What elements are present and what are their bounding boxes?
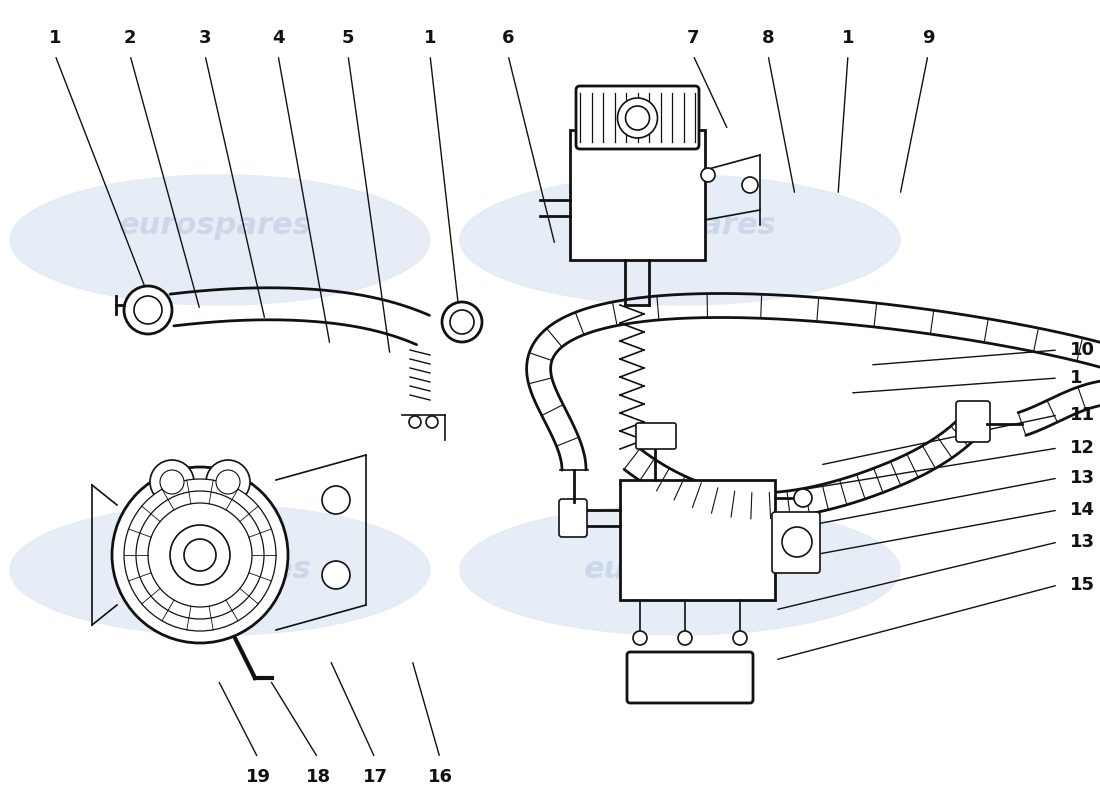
FancyBboxPatch shape [576, 86, 698, 149]
Text: 6: 6 [502, 29, 515, 47]
Text: 13: 13 [1070, 469, 1094, 487]
Circle shape [112, 467, 288, 643]
Text: 12: 12 [1070, 439, 1094, 457]
Ellipse shape [10, 505, 430, 635]
Text: 13: 13 [1070, 533, 1094, 551]
Circle shape [794, 489, 812, 507]
Text: eurospares: eurospares [119, 555, 311, 585]
Circle shape [409, 416, 421, 428]
FancyBboxPatch shape [570, 130, 705, 260]
Ellipse shape [460, 505, 900, 635]
Text: 4: 4 [272, 29, 284, 47]
Text: 1: 1 [424, 29, 437, 47]
Circle shape [322, 486, 350, 514]
FancyBboxPatch shape [956, 401, 990, 442]
Circle shape [124, 286, 172, 334]
Circle shape [617, 98, 658, 138]
FancyBboxPatch shape [620, 480, 776, 600]
Text: 11: 11 [1070, 406, 1094, 424]
Circle shape [626, 106, 649, 130]
Circle shape [170, 525, 230, 585]
Circle shape [701, 168, 715, 182]
Circle shape [632, 631, 647, 645]
Text: 18: 18 [306, 768, 331, 786]
Circle shape [150, 460, 194, 504]
Circle shape [148, 503, 252, 607]
Circle shape [742, 177, 758, 193]
FancyBboxPatch shape [559, 499, 587, 537]
Ellipse shape [10, 175, 430, 305]
Text: 3: 3 [199, 29, 211, 47]
Text: eurospares: eurospares [119, 210, 311, 239]
Text: 8: 8 [761, 29, 774, 47]
Text: 7: 7 [686, 29, 700, 47]
FancyBboxPatch shape [772, 512, 820, 573]
Circle shape [426, 416, 438, 428]
FancyBboxPatch shape [636, 423, 676, 449]
Circle shape [678, 631, 692, 645]
Text: 1: 1 [48, 29, 62, 47]
Circle shape [782, 527, 812, 557]
Text: 1: 1 [842, 29, 855, 47]
Circle shape [450, 310, 474, 334]
Circle shape [216, 470, 240, 494]
Circle shape [442, 302, 482, 342]
Text: eurospares: eurospares [584, 210, 777, 239]
Ellipse shape [460, 175, 900, 305]
Text: 9: 9 [922, 29, 934, 47]
Circle shape [206, 460, 250, 504]
Circle shape [134, 296, 162, 324]
Text: 2: 2 [123, 29, 136, 47]
Text: 19: 19 [245, 768, 271, 786]
Text: 14: 14 [1070, 501, 1094, 519]
Circle shape [160, 470, 184, 494]
Circle shape [184, 539, 216, 571]
Circle shape [136, 491, 264, 619]
Circle shape [124, 479, 276, 631]
Text: 15: 15 [1070, 576, 1094, 594]
Text: 5: 5 [342, 29, 354, 47]
Text: eurospares: eurospares [584, 555, 777, 585]
Circle shape [733, 631, 747, 645]
Text: 16: 16 [428, 768, 452, 786]
Circle shape [322, 561, 350, 589]
Text: 17: 17 [363, 768, 387, 786]
FancyBboxPatch shape [627, 652, 754, 703]
Text: 1: 1 [1070, 369, 1082, 387]
Text: 10: 10 [1070, 341, 1094, 359]
